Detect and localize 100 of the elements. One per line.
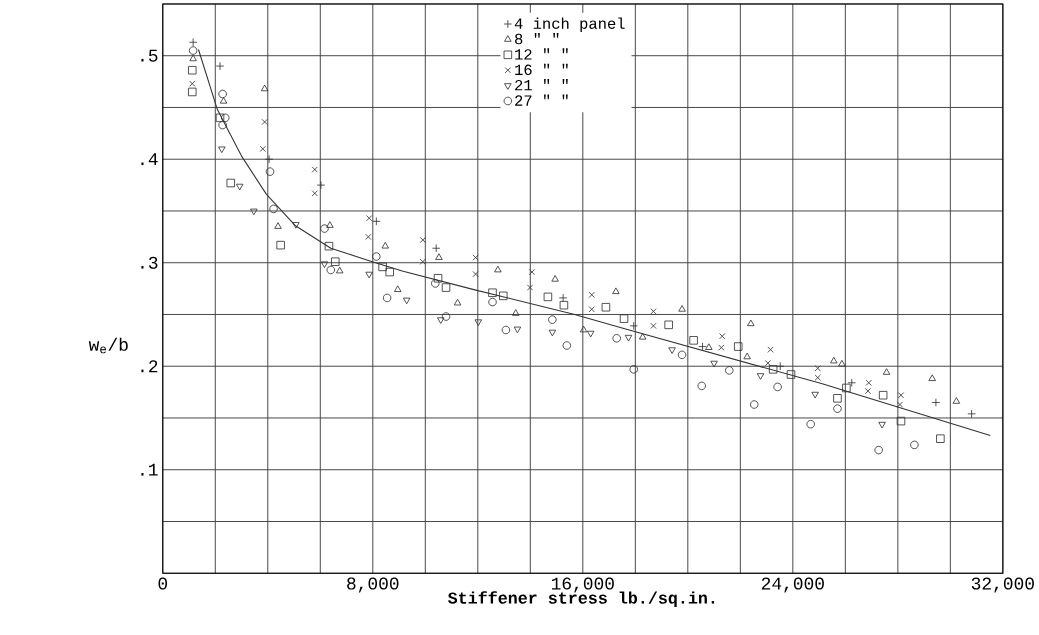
point — [218, 89, 227, 99]
point — [734, 342, 743, 351]
point — [697, 381, 706, 390]
point — [189, 80, 196, 87]
point — [764, 359, 772, 367]
point — [474, 319, 483, 326]
point — [612, 333, 621, 343]
point — [437, 317, 445, 324]
point — [441, 283, 451, 292]
point — [512, 309, 520, 316]
point — [378, 262, 387, 271]
point — [381, 241, 389, 249]
legend-label: 8 " " — [515, 32, 559, 45]
point — [441, 312, 451, 321]
legend-label: 4 inch panel — [514, 17, 625, 32]
point — [650, 308, 657, 315]
point — [910, 440, 919, 449]
point — [513, 326, 522, 334]
point — [718, 344, 725, 351]
x-tick-label: 24,000 — [761, 577, 824, 593]
point — [548, 329, 557, 337]
point — [668, 347, 676, 354]
point — [551, 274, 559, 282]
point — [311, 190, 318, 197]
point — [188, 65, 197, 75]
point — [499, 291, 508, 300]
point — [562, 341, 572, 350]
point — [936, 434, 945, 443]
point — [218, 146, 226, 153]
x-tick-label: 8,000 — [347, 577, 399, 593]
point — [814, 374, 821, 381]
y-tick-label: .5 — [141, 49, 158, 62]
point — [747, 319, 755, 326]
point — [878, 421, 886, 429]
point — [579, 325, 588, 333]
point — [435, 253, 443, 260]
point — [624, 334, 633, 342]
y-tick-label: .1 — [141, 463, 158, 476]
point — [472, 270, 479, 278]
point — [612, 287, 620, 294]
point — [326, 265, 336, 275]
point — [320, 224, 329, 233]
point — [896, 401, 904, 408]
point — [189, 54, 197, 61]
point — [874, 445, 883, 455]
point — [882, 368, 891, 375]
point — [864, 387, 872, 395]
point — [261, 118, 268, 125]
point — [419, 236, 426, 243]
point — [743, 352, 751, 360]
point — [494, 265, 502, 273]
point — [865, 379, 872, 386]
point — [629, 364, 638, 374]
point — [292, 221, 300, 229]
point — [372, 252, 381, 261]
point — [878, 390, 888, 400]
legend-label: 21 " " — [515, 78, 568, 91]
legend-label: 12 " " — [515, 48, 568, 60]
point — [664, 320, 673, 329]
point — [678, 304, 686, 312]
point — [750, 400, 759, 409]
point — [725, 365, 734, 375]
point — [710, 360, 718, 368]
x-tick-label: 16,000 — [551, 577, 614, 593]
point — [472, 254, 479, 261]
point — [501, 325, 511, 335]
point — [528, 268, 535, 275]
point — [269, 204, 278, 213]
point — [453, 298, 462, 306]
point — [402, 297, 411, 305]
point — [226, 178, 235, 188]
point — [221, 113, 230, 122]
legend-label: 27 " " — [515, 94, 568, 106]
point — [433, 273, 443, 283]
point — [382, 293, 392, 302]
point — [719, 332, 726, 340]
point — [767, 346, 774, 353]
point — [548, 315, 557, 324]
point — [265, 167, 275, 176]
point — [811, 391, 819, 399]
point — [250, 208, 258, 216]
x-tick-label: 0 — [158, 577, 168, 590]
point — [768, 364, 778, 374]
point — [786, 370, 796, 379]
point — [814, 365, 821, 372]
point — [235, 183, 244, 191]
point — [838, 359, 846, 367]
point — [773, 382, 782, 391]
x-tick-label: 32,000 — [971, 577, 1034, 593]
point — [488, 297, 497, 307]
point — [588, 306, 595, 313]
point — [431, 279, 440, 288]
point — [365, 233, 372, 240]
point — [806, 419, 815, 429]
point — [543, 292, 553, 301]
point — [488, 288, 497, 297]
point — [689, 335, 698, 345]
point — [326, 221, 334, 228]
legend-label: 16 " " — [515, 63, 568, 75]
point — [928, 374, 936, 381]
